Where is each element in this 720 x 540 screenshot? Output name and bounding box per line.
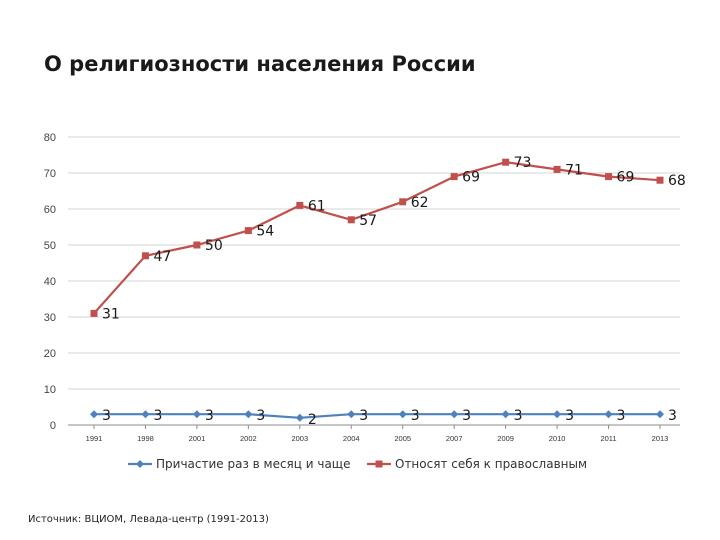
data-point-diamond [295,413,304,422]
data-label: 69 [462,170,480,186]
series-lines [90,158,664,422]
data-point-square [141,252,149,260]
page-title: О религиозности населения России [44,52,476,76]
data-label: 3 [256,408,265,424]
data-label: 73 [514,155,532,171]
y-tick-label: 70 [44,168,56,180]
x-tick-label: 2004 [343,434,360,443]
data-label: 2 [308,412,317,428]
data-labels: 3 3 3 3 2 3 3 3 3 3 3 3 31 47 50 54 61 57 62 69 73 71 69 68 [102,155,686,428]
x-tick-label: 2007 [446,434,463,443]
data-point-square [605,173,613,181]
data-point-square [375,460,383,468]
data-point-diamond [604,410,613,419]
y-tick-label: 10 [44,384,56,396]
data-point-square [193,241,201,249]
data-label: 3 [411,408,420,424]
data-label: 57 [359,213,377,229]
data-point-diamond [244,410,253,419]
data-point-square [553,165,561,173]
data-point-diamond [553,410,562,419]
legend-label: Относят себя к православным [395,457,587,471]
data-point-diamond [501,410,510,419]
data-label: 3 [617,408,626,424]
data-label: 3 [514,408,523,424]
data-point-square [502,158,510,166]
data-point-diamond [90,410,98,419]
data-label: 3 [359,408,368,424]
source-note: Источник: ВЦИОМ, Левада-центр (1991-2013… [28,514,269,525]
y-tick-label: 50 [44,240,56,252]
x-tick-label: 2009 [497,434,514,443]
data-point-diamond [450,410,459,419]
data-point-square [656,176,664,184]
x-tick-label: 2002 [240,434,257,443]
data-point-square [347,216,355,224]
series-2 [90,158,664,317]
data-point-diamond [141,410,150,419]
data-label: 47 [153,249,171,265]
series-line [93,161,661,315]
data-label: 31 [102,306,120,322]
legend-label: Причастие раз в месяц и чаще [156,457,351,471]
series-line [94,413,660,419]
x-tick-label: 2003 [291,434,308,443]
data-point-square [450,173,458,181]
x-tick-label: 1998 [137,434,154,443]
x-tick-label: 1991 [86,434,103,443]
data-point-diamond [136,460,144,468]
data-point-diamond [192,410,201,419]
data-label: 3 [565,408,574,424]
y-tick-label: 0 [50,420,56,432]
data-point-square [244,227,252,235]
legend: Причастие раз в месяц и чаще Относят себя… [128,457,587,471]
y-tick-label: 40 [44,276,56,288]
data-label: 3 [205,408,214,424]
data-point-square [399,198,407,206]
data-label: 69 [617,170,635,186]
x-tick-label: 2005 [394,434,411,443]
y-tick-label: 20 [44,348,56,360]
data-point-diamond [347,410,356,419]
gridlines [68,136,680,426]
data-point-square [296,201,304,209]
x-tick-label: 2001 [189,434,206,443]
data-label: 3 [102,408,111,424]
data-point-diamond [656,410,664,419]
legend-item-1: Причастие раз в месяц и чаще [128,457,351,471]
data-label: 3 [668,408,677,424]
axes: 0 10 20 30 40 50 60 70 80 1991 1998 2001 2002 2003 200… [44,132,669,443]
data-label: 54 [256,224,274,240]
data-label: 68 [668,173,686,189]
y-tick-label: 30 [44,312,56,324]
data-point-square [90,309,98,317]
x-tick-label: 2013 [652,434,669,443]
series-1 [90,410,664,422]
y-tick-label: 60 [44,204,56,216]
y-tick-label: 80 [44,132,56,144]
data-point-diamond [398,410,407,419]
data-label: 3 [462,408,471,424]
data-label: 61 [308,198,326,214]
data-label: 62 [411,195,429,211]
legend-item-2: Относят себя к православным [367,457,587,471]
data-label: 3 [153,408,162,424]
x-tick-label: 2010 [549,434,566,443]
x-tick-label: 2011 [600,434,616,443]
data-label: 50 [205,238,223,254]
data-label: 71 [565,162,583,178]
